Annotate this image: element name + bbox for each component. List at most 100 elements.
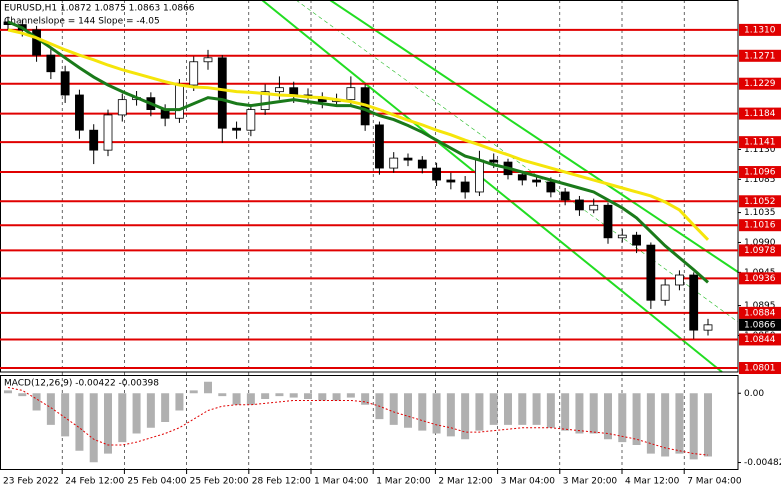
level-label: 1.0801 xyxy=(744,364,776,374)
macd-bar xyxy=(89,393,98,463)
macd-bar xyxy=(32,393,41,411)
macd-bar xyxy=(346,393,355,398)
y-tick-label: 1.1035 xyxy=(744,208,776,218)
macd-bar xyxy=(304,393,312,399)
x-tick-label: 25 Feb 20:00 xyxy=(190,477,249,487)
candle-body xyxy=(246,109,256,131)
x-tick-label: 4 Mar 12:00 xyxy=(625,477,680,487)
x-tick-label: 23 Feb 2022 xyxy=(3,477,59,487)
candle-body xyxy=(346,87,356,101)
macd-bar xyxy=(61,393,70,437)
macd-bar xyxy=(46,393,55,425)
macd-bar xyxy=(446,393,455,437)
candle-body xyxy=(617,234,627,239)
macd-bar xyxy=(404,393,412,428)
candle-body xyxy=(203,57,213,63)
level-box xyxy=(739,306,781,319)
level-label: 1.1141 xyxy=(744,138,776,148)
candle-body xyxy=(260,91,270,111)
candle-body xyxy=(603,204,613,239)
candle-body xyxy=(275,87,284,93)
level-label: 1.1229 xyxy=(744,79,776,89)
candle-body xyxy=(532,179,541,183)
chart-subtitle: Channelslope = 144 Slope = -4.05 xyxy=(4,17,160,27)
candle-body xyxy=(646,244,656,301)
y-tick-label: 1.0990 xyxy=(744,238,776,248)
candle-body xyxy=(703,324,713,331)
candle-body xyxy=(389,157,399,169)
macd-bar xyxy=(104,393,112,454)
x-tick-label: 3 Mar 20:00 xyxy=(563,477,618,487)
y-tick-label: 1.1085 xyxy=(744,175,776,185)
macd-bar xyxy=(332,393,341,401)
candle-body xyxy=(189,61,199,86)
macd-bar xyxy=(204,381,212,394)
level-label: 1.1052 xyxy=(744,197,776,207)
level-box xyxy=(739,195,781,208)
main-frame xyxy=(0,0,739,373)
macd-bar xyxy=(532,393,541,425)
macd-bar xyxy=(361,393,370,405)
macd-bar xyxy=(18,393,27,397)
x-tick-label: 25 Feb 04:00 xyxy=(127,477,186,487)
candle-body xyxy=(89,129,99,151)
macd-bar xyxy=(618,393,627,443)
level-label: 1.1310 xyxy=(744,25,776,35)
macd-bar xyxy=(132,393,141,434)
candle-body xyxy=(575,199,584,211)
x-tick-label: 7 Mar 04:00 xyxy=(687,477,742,487)
level-box xyxy=(739,77,781,90)
macd-bar xyxy=(189,390,198,394)
level-box xyxy=(739,219,781,232)
y-tick-label: 1.1130 xyxy=(744,145,776,155)
candle-body xyxy=(432,167,441,181)
macd-bar xyxy=(589,393,598,434)
candle-body xyxy=(32,29,41,56)
candle-body xyxy=(117,99,127,116)
x-tick-label: 2 Mar 12:00 xyxy=(438,477,493,487)
candle-body xyxy=(289,87,299,96)
moving-average xyxy=(7,28,710,241)
macd-bar xyxy=(518,393,527,425)
macd-bar xyxy=(246,393,255,405)
level-label: 1.0936 xyxy=(744,274,776,284)
level-box xyxy=(739,166,781,179)
macd-bar xyxy=(661,393,670,457)
macd-bar xyxy=(432,393,441,434)
x-tick-label: 1 Mar 20:00 xyxy=(376,477,431,487)
x-tick-label: 24 Feb 12:00 xyxy=(65,477,124,487)
candle-body xyxy=(60,71,70,96)
macd-bar xyxy=(675,393,684,454)
candle-body xyxy=(660,284,670,301)
macd-bar xyxy=(232,393,241,405)
macd-bar xyxy=(575,393,584,434)
x-tick-label: 1 Mar 04:00 xyxy=(314,477,369,487)
candle-body xyxy=(403,157,413,161)
channel-upper xyxy=(329,0,739,273)
macd-bar xyxy=(261,393,270,399)
x-tick-label: 3 Mar 04:00 xyxy=(501,477,556,487)
level-box xyxy=(739,136,781,149)
candle-body xyxy=(489,159,499,163)
candle-body xyxy=(460,181,470,193)
candle-body xyxy=(75,94,84,131)
macd-bar xyxy=(632,393,641,445)
macd-bar xyxy=(318,393,327,401)
macd-bar xyxy=(604,393,612,440)
candle-body xyxy=(689,274,699,331)
candle-body xyxy=(632,234,641,246)
macd-bar xyxy=(475,393,484,431)
chart-title: EURUSD,H1 1.0872 1.0875 1.0863 1.0866 xyxy=(4,4,195,14)
macd-y-tick-label: 0.00 xyxy=(744,389,764,399)
macd-bar xyxy=(146,393,155,428)
candle-body xyxy=(446,179,456,183)
candle-body xyxy=(103,114,113,151)
macd-bar xyxy=(489,393,498,425)
candle-body xyxy=(417,159,427,169)
candle-body xyxy=(589,204,599,211)
last-price-label: 1.0866 xyxy=(744,320,776,330)
macd-bar xyxy=(546,393,555,428)
macd-bar xyxy=(275,393,284,397)
macd-title: MACD(12,26,9) -0.00422 -0.00398 xyxy=(4,379,159,389)
level-label: 1.0844 xyxy=(744,335,776,345)
